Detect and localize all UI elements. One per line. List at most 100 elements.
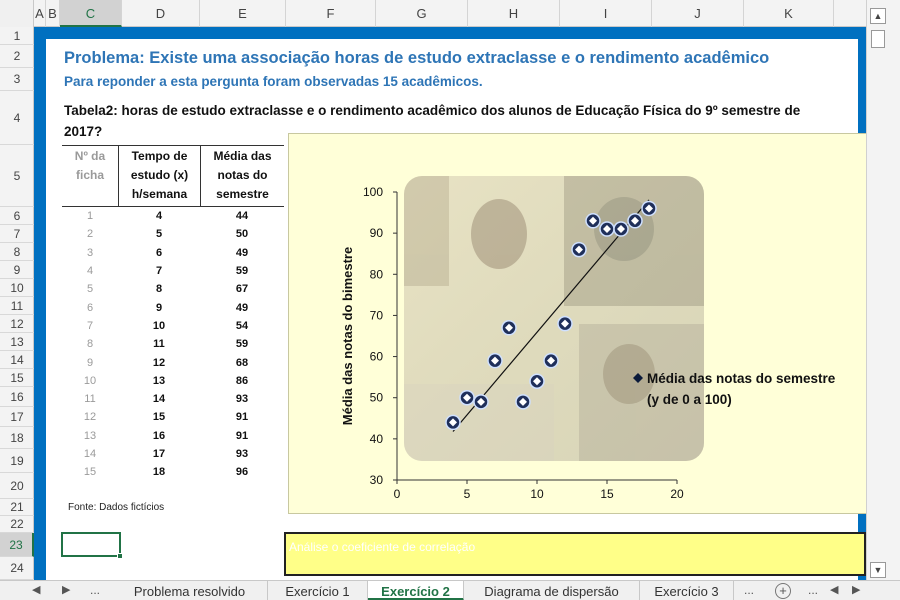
row-header-11[interactable]: 11 xyxy=(0,297,34,315)
cell-media-notas[interactable]: 49 xyxy=(235,246,249,259)
cell-tempo-estudo[interactable]: 4 xyxy=(155,210,163,223)
column-header-d[interactable]: D xyxy=(122,0,200,27)
tab-exercicio-2[interactable]: Exercício 2 xyxy=(368,581,464,600)
column-header-g[interactable]: G xyxy=(376,0,468,27)
column-header-b[interactable]: B xyxy=(46,0,60,27)
row-header-2[interactable]: 2 xyxy=(0,45,34,68)
tab-problema-resolvido[interactable]: Problema resolvido xyxy=(112,581,268,600)
cell-media-notas[interactable]: 49 xyxy=(235,301,249,314)
tab-scroll-left-icon[interactable]: ◀ xyxy=(32,584,41,596)
tab-diagrama-de-dispersao[interactable]: Diagrama de dispersão xyxy=(464,581,640,600)
row-header-17[interactable]: 17 xyxy=(0,407,34,427)
select-all-corner[interactable] xyxy=(0,0,34,27)
cell-ficha[interactable]: 6 xyxy=(86,301,94,314)
cell-tempo-estudo[interactable]: 7 xyxy=(155,265,163,278)
cell-ficha[interactable]: 3 xyxy=(86,246,94,259)
cell-tempo-estudo[interactable]: 18 xyxy=(152,466,166,479)
active-cell-c23[interactable] xyxy=(61,532,123,559)
row-header-5[interactable]: 5 xyxy=(0,145,34,207)
tab-overflow-right[interactable]: ... xyxy=(744,583,755,597)
cell-media-notas[interactable]: 44 xyxy=(235,210,249,223)
row-header-4[interactable]: 4 xyxy=(0,91,34,145)
column-header-k[interactable]: K xyxy=(744,0,834,27)
row-header-13[interactable]: 13 xyxy=(0,333,34,351)
cell-tempo-estudo[interactable]: 12 xyxy=(152,356,166,369)
cell-ficha[interactable]: 13 xyxy=(83,429,97,442)
fill-handle[interactable] xyxy=(117,553,123,559)
cell-tempo-estudo[interactable]: 6 xyxy=(155,246,163,259)
cell-tempo-estudo[interactable]: 16 xyxy=(152,429,166,442)
row-header-12[interactable]: 12 xyxy=(0,315,34,333)
scroll-up-arrow-icon[interactable]: ▲ xyxy=(870,8,886,24)
row-header-21[interactable]: 21 xyxy=(0,499,34,516)
cell-media-notas[interactable]: 93 xyxy=(235,448,249,460)
row-header-1[interactable]: 1 xyxy=(0,27,34,45)
row-header-18[interactable]: 18 xyxy=(0,427,34,449)
tab-exercicio-1[interactable]: Exercício 1 xyxy=(268,581,368,600)
row-header-16[interactable]: 16 xyxy=(0,387,34,407)
column-header-j[interactable]: J xyxy=(652,0,744,27)
row-header-10[interactable]: 10 xyxy=(0,279,34,297)
column-header-e[interactable]: E xyxy=(200,0,286,27)
cell-tempo-estudo[interactable]: 8 xyxy=(155,283,163,296)
row-header-3[interactable]: 3 xyxy=(0,68,34,91)
cell-media-notas[interactable]: 93 xyxy=(235,393,249,406)
worksheet-grid[interactable]: Problema: Existe uma associação horas de… xyxy=(34,27,866,580)
cell-tempo-estudo[interactable]: 10 xyxy=(152,319,166,332)
column-header-c[interactable]: C xyxy=(60,0,122,27)
row-header-9[interactable]: 9 xyxy=(0,261,34,279)
cell-media-notas[interactable]: 96 xyxy=(235,466,249,479)
row-header-24[interactable]: 24 xyxy=(0,557,34,580)
tab-overflow-left[interactable]: ... xyxy=(90,583,101,597)
cell-tempo-estudo[interactable]: 11 xyxy=(153,338,165,351)
cell-ficha[interactable]: 5 xyxy=(86,283,94,296)
add-sheet-plus-icon[interactable]: + xyxy=(775,583,791,599)
cell-media-notas[interactable]: 54 xyxy=(235,319,249,332)
cell-ficha[interactable]: 12 xyxy=(83,411,97,424)
column-header-f[interactable]: F xyxy=(286,0,376,27)
cell-tempo-estudo[interactable]: 15 xyxy=(152,411,166,424)
row-header-22[interactable]: 22 xyxy=(0,516,34,533)
vertical-scrollbar[interactable]: ▲ ▼ xyxy=(866,0,900,580)
cell-media-notas[interactable]: 68 xyxy=(235,356,249,369)
row-header-19[interactable]: 19 xyxy=(0,449,34,473)
scatter-chart[interactable]: 0 5 10 15 20 30 40 50 60 70 80 90 100 Horas de estudo… xyxy=(288,133,866,529)
row-header-14[interactable]: 14 xyxy=(0,351,34,369)
cell-tempo-estudo[interactable]: 13 xyxy=(152,374,166,387)
tab-more-ellipsis[interactable]: ... xyxy=(808,583,819,597)
scrollbar-thumb[interactable] xyxy=(871,30,885,48)
cell-media-notas[interactable]: 50 xyxy=(235,228,249,241)
row-header-23[interactable]: 23 xyxy=(0,533,34,557)
row-header-15[interactable]: 15 xyxy=(0,369,34,387)
cell-ficha[interactable]: 10 xyxy=(83,374,97,387)
scroll-down-arrow-icon[interactable]: ▼ xyxy=(870,562,886,578)
column-header-a[interactable]: A xyxy=(34,0,46,27)
cell-tempo-estudo[interactable]: 5 xyxy=(155,228,163,241)
cell-media-notas[interactable]: 91 xyxy=(235,429,249,442)
column-header-i[interactable]: I xyxy=(560,0,652,27)
cell-ficha[interactable]: 8 xyxy=(86,338,94,351)
cell-ficha[interactable]: 2 xyxy=(86,228,94,241)
cell-ficha[interactable]: 14 xyxy=(83,448,97,460)
column-header-h[interactable]: H xyxy=(468,0,560,27)
analysis-prompt-box[interactable]: Análise o coeficiente de correlação xyxy=(284,532,866,576)
row-header-20[interactable]: 20 xyxy=(0,473,34,499)
cell-tempo-estudo[interactable]: 9 xyxy=(155,301,163,314)
cell-ficha[interactable]: 4 xyxy=(86,265,94,278)
row-header-6[interactable]: 6 xyxy=(0,207,34,225)
cell-media-notas[interactable]: 91 xyxy=(235,411,249,424)
cell-ficha[interactable]: 1 xyxy=(86,210,94,223)
row-header-8[interactable]: 8 xyxy=(0,243,34,261)
hscroll-right-icon[interactable]: ▶ xyxy=(852,584,861,596)
cell-ficha[interactable]: 9 xyxy=(86,356,94,369)
cell-ficha[interactable]: 11 xyxy=(84,393,96,406)
cell-tempo-estudo[interactable]: 17 xyxy=(152,448,166,460)
cell-media-notas[interactable]: 67 xyxy=(235,283,249,296)
cell-media-notas[interactable]: 59 xyxy=(235,265,249,278)
hscroll-left-icon[interactable]: ◀ xyxy=(830,584,839,596)
cell-media-notas[interactable]: 59 xyxy=(235,338,249,351)
tab-scroll-right-icon[interactable]: ▶ xyxy=(62,584,71,596)
row-header-7[interactable]: 7 xyxy=(0,225,34,243)
tab-exercicio-3[interactable]: Exercício 3 xyxy=(640,581,734,600)
cell-ficha[interactable]: 7 xyxy=(86,319,94,332)
